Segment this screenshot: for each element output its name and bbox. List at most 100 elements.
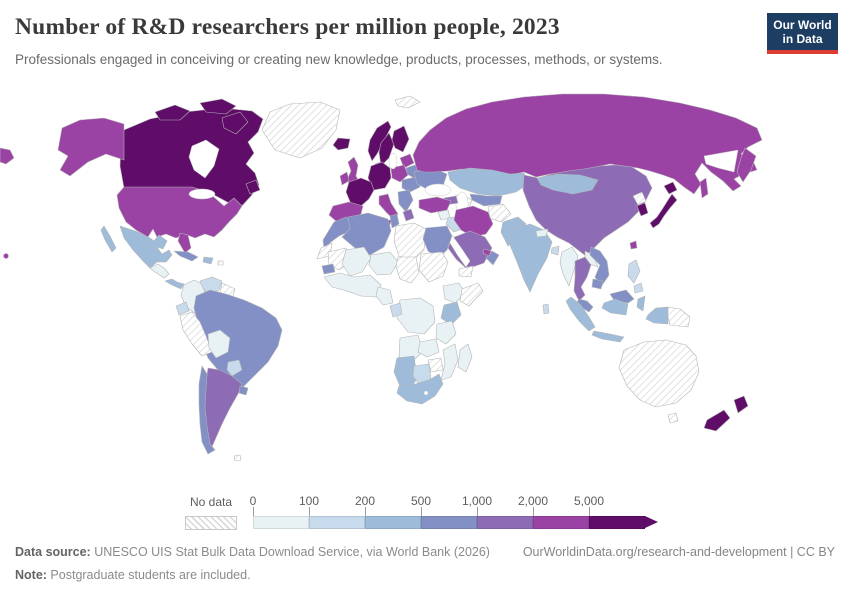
country-philippines[interactable] bbox=[627, 259, 641, 284]
country-indonesia-sumatra[interactable] bbox=[565, 296, 596, 332]
country-poland[interactable] bbox=[390, 164, 409, 183]
country-svalbard[interactable] bbox=[394, 95, 421, 109]
country-afghanistan[interactable] bbox=[487, 203, 512, 223]
country-greenland[interactable] bbox=[261, 101, 341, 159]
country-uruguay[interactable] bbox=[238, 385, 249, 396]
country-tasmania[interactable] bbox=[667, 412, 679, 424]
country-indonesia-java[interactable] bbox=[591, 330, 625, 343]
country-iceland[interactable] bbox=[332, 137, 351, 151]
country-niger[interactable] bbox=[368, 251, 399, 276]
country-zimbabwe[interactable] bbox=[427, 357, 444, 373]
country-senegal[interactable] bbox=[321, 263, 336, 275]
country-thailand[interactable] bbox=[573, 256, 592, 302]
country-tanzania[interactable] bbox=[435, 320, 457, 345]
country-mozambique[interactable] bbox=[440, 343, 459, 381]
country-canada-baffin[interactable] bbox=[221, 111, 249, 135]
country-greece[interactable] bbox=[402, 208, 415, 222]
country-west-africa[interactable] bbox=[323, 272, 382, 298]
country-kazakhstan[interactable] bbox=[447, 167, 529, 197]
country-somalia[interactable] bbox=[459, 282, 484, 307]
country-canada-arctic-2[interactable] bbox=[199, 98, 237, 115]
country-usa-hawaii[interactable] bbox=[3, 253, 9, 259]
country-philippines-mindanao[interactable] bbox=[633, 282, 644, 294]
country-algeria[interactable] bbox=[341, 212, 392, 256]
country-south-korea[interactable] bbox=[636, 202, 649, 217]
legend-bucket-200-500[interactable] bbox=[365, 516, 421, 529]
legend-bucket-2000-5000[interactable] bbox=[533, 516, 589, 529]
country-romania-hungary[interactable] bbox=[401, 176, 421, 193]
country-mexico-baja[interactable] bbox=[100, 225, 117, 253]
country-myanmar[interactable] bbox=[559, 246, 579, 287]
legend-no-data-swatch[interactable] bbox=[185, 516, 237, 530]
country-saudi-arabia[interactable] bbox=[447, 230, 493, 270]
country-germany[interactable] bbox=[367, 161, 392, 191]
country-south-africa[interactable] bbox=[396, 373, 444, 405]
country-papua-new-guinea[interactable] bbox=[667, 306, 691, 328]
legend-bucket-1000-2000[interactable] bbox=[477, 516, 533, 529]
country-new-zealand-north[interactable] bbox=[733, 395, 749, 414]
country-sweden[interactable] bbox=[378, 132, 395, 167]
country-sudan[interactable] bbox=[418, 251, 449, 283]
country-india[interactable] bbox=[509, 223, 553, 293]
country-usa-alaska[interactable] bbox=[57, 117, 125, 177]
country-paraguay[interactable] bbox=[226, 359, 243, 377]
legend-bucket-0-100[interactable] bbox=[253, 516, 309, 529]
country-gabon[interactable] bbox=[389, 302, 403, 318]
country-nepal[interactable] bbox=[535, 228, 549, 238]
country-new-zealand-south[interactable] bbox=[703, 409, 731, 432]
country-balkans[interactable] bbox=[397, 189, 414, 213]
country-mongolia[interactable] bbox=[536, 173, 599, 195]
country-central-america[interactable] bbox=[149, 263, 170, 279]
country-russia[interactable] bbox=[412, 93, 763, 195]
country-france[interactable] bbox=[345, 177, 375, 207]
country-baltics[interactable] bbox=[399, 153, 415, 169]
country-mexico[interactable] bbox=[119, 225, 173, 269]
country-iran[interactable] bbox=[453, 205, 494, 238]
country-russia-sakhalin[interactable] bbox=[699, 177, 709, 199]
owid-logo[interactable]: Our World in Data bbox=[767, 13, 838, 54]
country-cuba[interactable] bbox=[173, 250, 199, 262]
country-ireland[interactable] bbox=[339, 171, 350, 186]
country-bolivia[interactable] bbox=[207, 329, 231, 359]
country-zambia[interactable] bbox=[417, 338, 440, 358]
country-north-korea[interactable] bbox=[632, 191, 647, 206]
legend-bucket-100-200[interactable] bbox=[309, 516, 365, 529]
country-chad[interactable] bbox=[395, 256, 420, 284]
country-usa[interactable] bbox=[116, 186, 243, 239]
country-chile[interactable] bbox=[198, 365, 216, 455]
footer-link[interactable]: OurWorldinData.org/research-and-developm… bbox=[522, 545, 835, 559]
country-tunisia[interactable] bbox=[389, 213, 400, 229]
country-falklands[interactable] bbox=[233, 454, 242, 462]
country-panama[interactable] bbox=[164, 278, 185, 290]
country-ethiopia[interactable] bbox=[442, 282, 466, 304]
country-angola[interactable] bbox=[398, 334, 424, 362]
country-hispaniola[interactable] bbox=[202, 256, 214, 265]
country-japan-hokkaido[interactable] bbox=[663, 181, 678, 195]
country-indonesia-sulawesi[interactable] bbox=[636, 295, 646, 312]
country-puerto-rico[interactable] bbox=[217, 260, 224, 266]
country-sri-lanka[interactable] bbox=[542, 303, 550, 315]
country-uae[interactable] bbox=[482, 248, 492, 257]
country-cameroon[interactable] bbox=[375, 286, 394, 306]
country-uzbekistan[interactable] bbox=[469, 193, 503, 207]
country-libya[interactable] bbox=[393, 222, 427, 262]
country-bangladesh[interactable] bbox=[550, 245, 560, 256]
country-canada-newfoundland[interactable] bbox=[245, 179, 261, 195]
country-indonesia-papua[interactable] bbox=[645, 306, 669, 325]
country-cambodia[interactable] bbox=[591, 278, 604, 290]
country-finland[interactable] bbox=[391, 125, 410, 153]
country-madagascar[interactable] bbox=[457, 343, 473, 373]
country-canada-arctic-1[interactable] bbox=[154, 104, 191, 121]
country-russia-kamchatka[interactable] bbox=[736, 147, 757, 183]
country-mali[interactable] bbox=[341, 246, 372, 277]
country-japan-honshu[interactable] bbox=[649, 193, 678, 229]
legend-bucket-500-1000[interactable] bbox=[421, 516, 477, 529]
country-ecuador[interactable] bbox=[175, 301, 190, 316]
country-kenya[interactable] bbox=[440, 301, 462, 326]
country-australia[interactable] bbox=[618, 339, 700, 408]
country-yemen[interactable] bbox=[458, 265, 474, 278]
country-russia-chukotka-west[interactable] bbox=[0, 147, 15, 165]
country-indonesia-kalimantan[interactable] bbox=[601, 298, 629, 316]
country-venezuela[interactable] bbox=[199, 276, 223, 296]
